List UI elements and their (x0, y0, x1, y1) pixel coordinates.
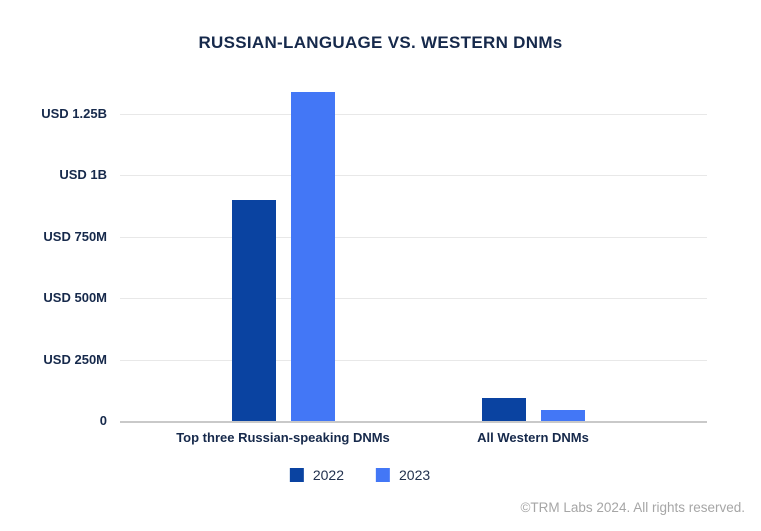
y-axis-tick-label: USD 500M (43, 290, 107, 306)
legend-label: 2023 (399, 467, 431, 483)
x-axis-category-label: All Western DNMs (477, 430, 589, 445)
bar-2022-category-2 (481, 397, 526, 421)
legend-swatch-2023 (376, 468, 390, 482)
gridline (120, 298, 707, 300)
bar-2023-category-1 (290, 91, 335, 421)
legend-label: 2022 (312, 467, 344, 483)
y-axis-tick-label: USD 250M (43, 351, 107, 367)
legend-swatch-2022 (289, 468, 304, 482)
legend-item-2022: 2022 (289, 467, 344, 483)
x-axis-baseline (120, 421, 707, 423)
chart-title: RUSSIAN-LANGUAGE VS. WESTERN DNMs (198, 33, 563, 52)
gridline (120, 359, 707, 361)
y-axis-tick-label: 0 (99, 413, 107, 428)
y-axis-tick-label: USD 1B (59, 167, 107, 183)
legend-item-2023: 2023 (376, 467, 430, 483)
y-axis-tick-label: USD 750M (43, 228, 107, 244)
bar-2023-category-2 (540, 409, 585, 421)
copyright-note: ©TRM Labs 2024. All rights reserved. (520, 500, 745, 515)
legend: 2022 2023 (289, 467, 430, 483)
y-axis-tick-label: USD 1.25B (41, 106, 107, 121)
bar-2022-category-1 (231, 199, 276, 421)
gridline (120, 175, 707, 177)
gridline (120, 114, 707, 115)
x-axis-category-label: Top three Russian-speaking DNMs (176, 430, 390, 445)
gridline (120, 236, 707, 238)
